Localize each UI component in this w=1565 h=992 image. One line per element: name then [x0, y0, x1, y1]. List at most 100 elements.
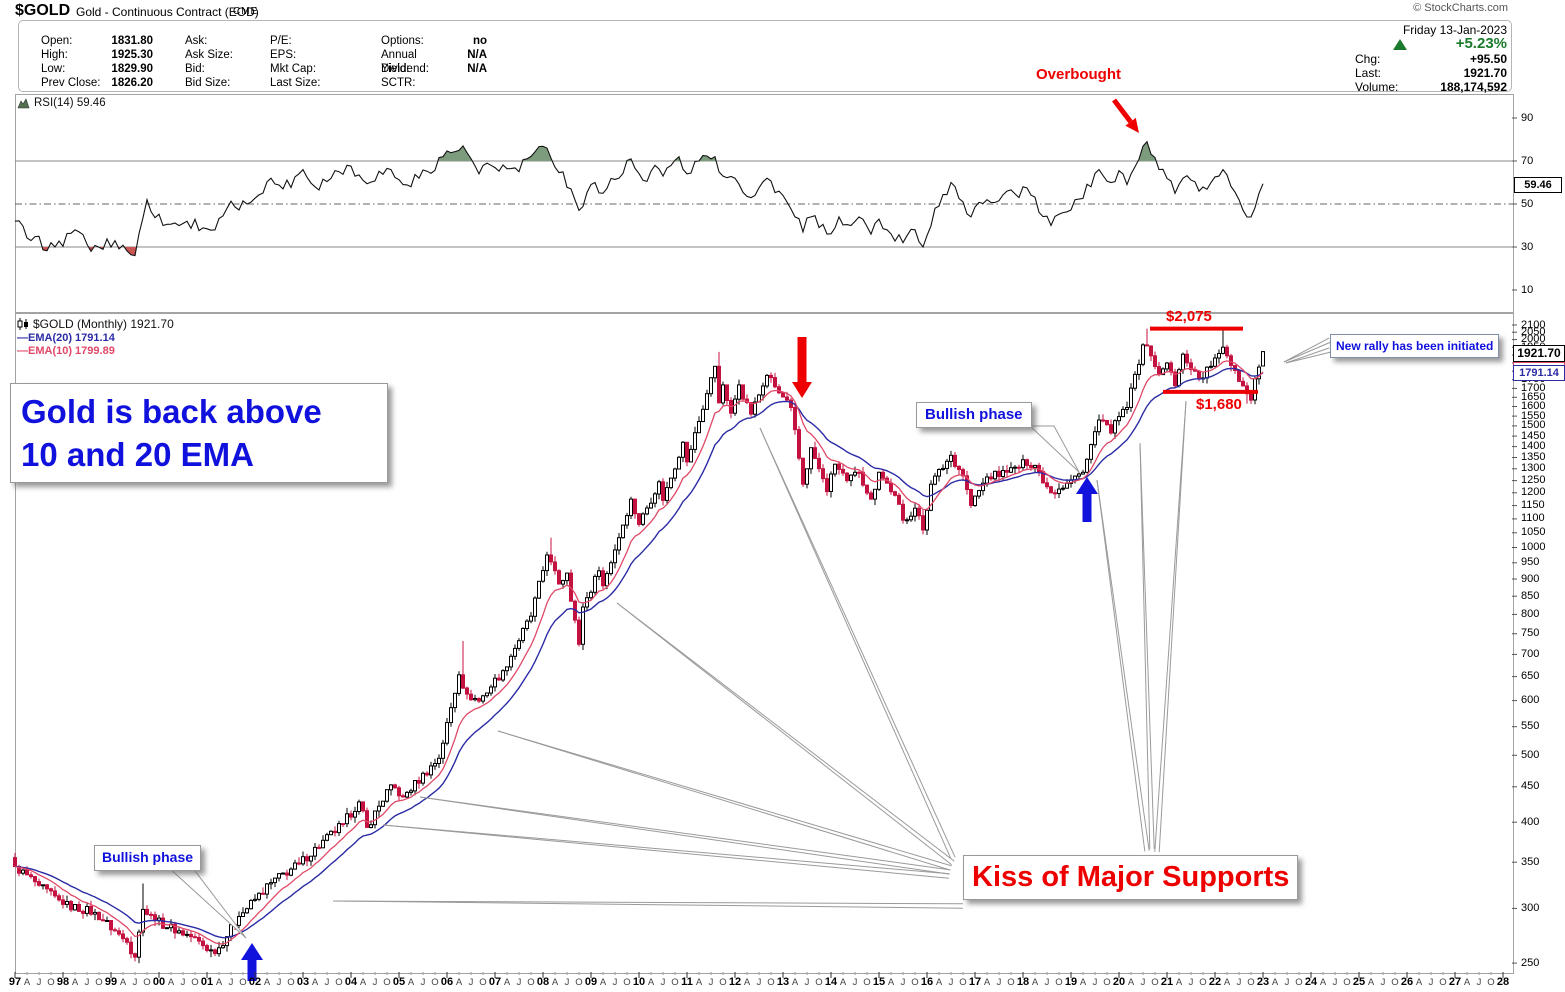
quote-field-value: N/A: [467, 49, 487, 61]
x-axis-month-label: O: [239, 977, 247, 988]
x-axis-year-label: 16: [920, 976, 934, 988]
x-axis-month-label: A: [695, 977, 703, 988]
x-axis-month-label: A: [359, 977, 367, 988]
x-axis-month-label: O: [1103, 977, 1111, 988]
x-axis-month-label: O: [287, 977, 295, 988]
price-axis-label: 2100: [1521, 318, 1546, 331]
ema20-value-tag: 1791.14: [1513, 365, 1565, 381]
x-axis-year-label: 02: [248, 976, 262, 988]
x-axis-month-label: O: [767, 977, 775, 988]
x-axis-year-label: 21: [1160, 976, 1174, 988]
x-axis-month-label: A: [71, 977, 79, 988]
x-axis-month-label: J: [564, 977, 570, 988]
title-bar: $GOLD Gold - Continuous Contract (EOD) C…: [0, 0, 1565, 20]
bullish-phase-mid-text: Bullish phase: [925, 406, 1023, 423]
x-axis-month-label: A: [1175, 977, 1183, 988]
price-axis-label: 1050: [1521, 526, 1546, 539]
symbol: $GOLD: [15, 2, 71, 19]
quote-field-value: 1925.30: [111, 49, 153, 61]
rsi-axis-label: 50: [1521, 197, 1534, 210]
price-axis-label: 1200: [1521, 486, 1546, 499]
x-axis-year-label: 18: [1016, 976, 1030, 988]
x-axis-month-label: J: [1380, 977, 1386, 988]
x-axis-month-label: A: [311, 977, 319, 988]
x-axis-month-label: O: [95, 977, 103, 988]
kiss-of-supports-callout: Kiss of Major Supports: [963, 855, 1299, 900]
gold-back-line1: Gold is back above: [21, 393, 322, 430]
price-axis-label: 750: [1521, 627, 1540, 640]
price-axis-label: 700: [1521, 647, 1540, 660]
x-axis-month-label: J: [84, 977, 90, 988]
quote-summary-box: Friday 13-Jan-2023 Open: 1831.80 High: 1925…: [18, 20, 1512, 95]
x-axis-year-label: 98: [56, 976, 70, 988]
quote-field-label: Ask:: [185, 35, 208, 47]
x-axis-month-label: A: [503, 977, 511, 988]
x-axis-month-label: J: [948, 977, 954, 988]
x-axis-month-label: J: [276, 977, 282, 988]
x-axis-month-label: A: [839, 977, 847, 988]
rsi-label: RSI(14) 59.46: [34, 97, 106, 109]
x-axis-month-label: A: [119, 977, 127, 988]
x-axis-month-label: O: [1439, 977, 1447, 988]
x-axis-month-label: A: [23, 977, 31, 988]
price-axis-label: 1700: [1521, 381, 1546, 394]
price-axis-label: 250: [1521, 956, 1540, 969]
level-1680-label: $1,680: [1196, 396, 1242, 413]
x-axis-month-label: A: [551, 977, 559, 988]
level-2075-label: $2,075: [1166, 308, 1212, 325]
x-axis-month-label: A: [167, 977, 175, 988]
quote-field-label: Low:: [41, 63, 66, 75]
x-axis-year-label: 06: [440, 976, 454, 988]
x-axis-month-label: O: [1391, 977, 1399, 988]
bullish-phase-mid-callout: Bullish phase: [916, 402, 1032, 428]
x-axis-year-label: 00: [152, 976, 166, 988]
x-axis-month-label: J: [324, 977, 330, 988]
x-axis-year-label: 17: [968, 976, 982, 988]
symbol-description: Gold - Continuous Contract (EOD): [76, 5, 259, 19]
x-axis-month-label: J: [420, 977, 426, 988]
x-axis-year-label: 25: [1352, 976, 1366, 988]
x-axis-month-label: A: [791, 977, 799, 988]
price-legend-main: $GOLD (Monthly) 1921.70: [33, 317, 174, 331]
x-axis-month-label: J: [516, 977, 522, 988]
x-axis-month-label: J: [1044, 977, 1050, 988]
x-axis-month-label: J: [660, 977, 666, 988]
up-triangle-icon: [1393, 38, 1407, 50]
price-axis-label: 1100: [1521, 512, 1545, 525]
x-axis-month-label: J: [900, 977, 906, 988]
x-axis-month-label: A: [455, 977, 463, 988]
x-axis-month-label: A: [599, 977, 607, 988]
price-axis-label: 1400: [1521, 440, 1546, 453]
x-axis-month-label: O: [383, 977, 391, 988]
price-axis-label: 1600: [1521, 400, 1546, 413]
x-axis-month-label: J: [1332, 977, 1338, 988]
price-axis-label: 950: [1521, 556, 1540, 569]
rsi-legend: RSI(14) 59.46: [17, 97, 106, 109]
quote-change-block: +5.23% Chg: +95.50 Last: 1921.70 Volume: 18…: [1355, 36, 1507, 95]
x-axis-month-label: O: [623, 977, 631, 988]
quote-field-label: Yield:: [381, 63, 410, 75]
price-axis-label: 1300: [1521, 462, 1546, 475]
chg-value: +95.50: [1469, 52, 1507, 66]
quote-field-label: P/E:: [270, 35, 292, 47]
quote-field-value: 1826.20: [111, 77, 153, 89]
quote-field-label: Prev Close:: [41, 77, 101, 89]
x-axis-month-label: J: [1428, 977, 1434, 988]
x-axis-year-label: 24: [1304, 976, 1318, 988]
candlestick-icon: [17, 318, 28, 330]
x-axis-month-label: J: [1092, 977, 1098, 988]
rsi-axis-label: 70: [1521, 154, 1534, 167]
x-axis-month-label: O: [575, 977, 583, 988]
last-label: Last:: [1355, 66, 1382, 80]
price-axis-label: 1500: [1521, 419, 1546, 432]
x-axis-year-label: 19: [1064, 976, 1078, 988]
quote-field-label: Annual Dividend:: [381, 49, 429, 75]
x-axis-year-label: 28: [1496, 976, 1510, 988]
x-axis-month-label: O: [671, 977, 679, 988]
x-axis-month-label: A: [1415, 977, 1423, 988]
rsi-value-tag: 59.46: [1514, 177, 1562, 193]
quote-field-label: Options:: [381, 35, 424, 47]
last-value: 1921.70: [1463, 66, 1507, 80]
x-axis-month-label: A: [1127, 977, 1135, 988]
